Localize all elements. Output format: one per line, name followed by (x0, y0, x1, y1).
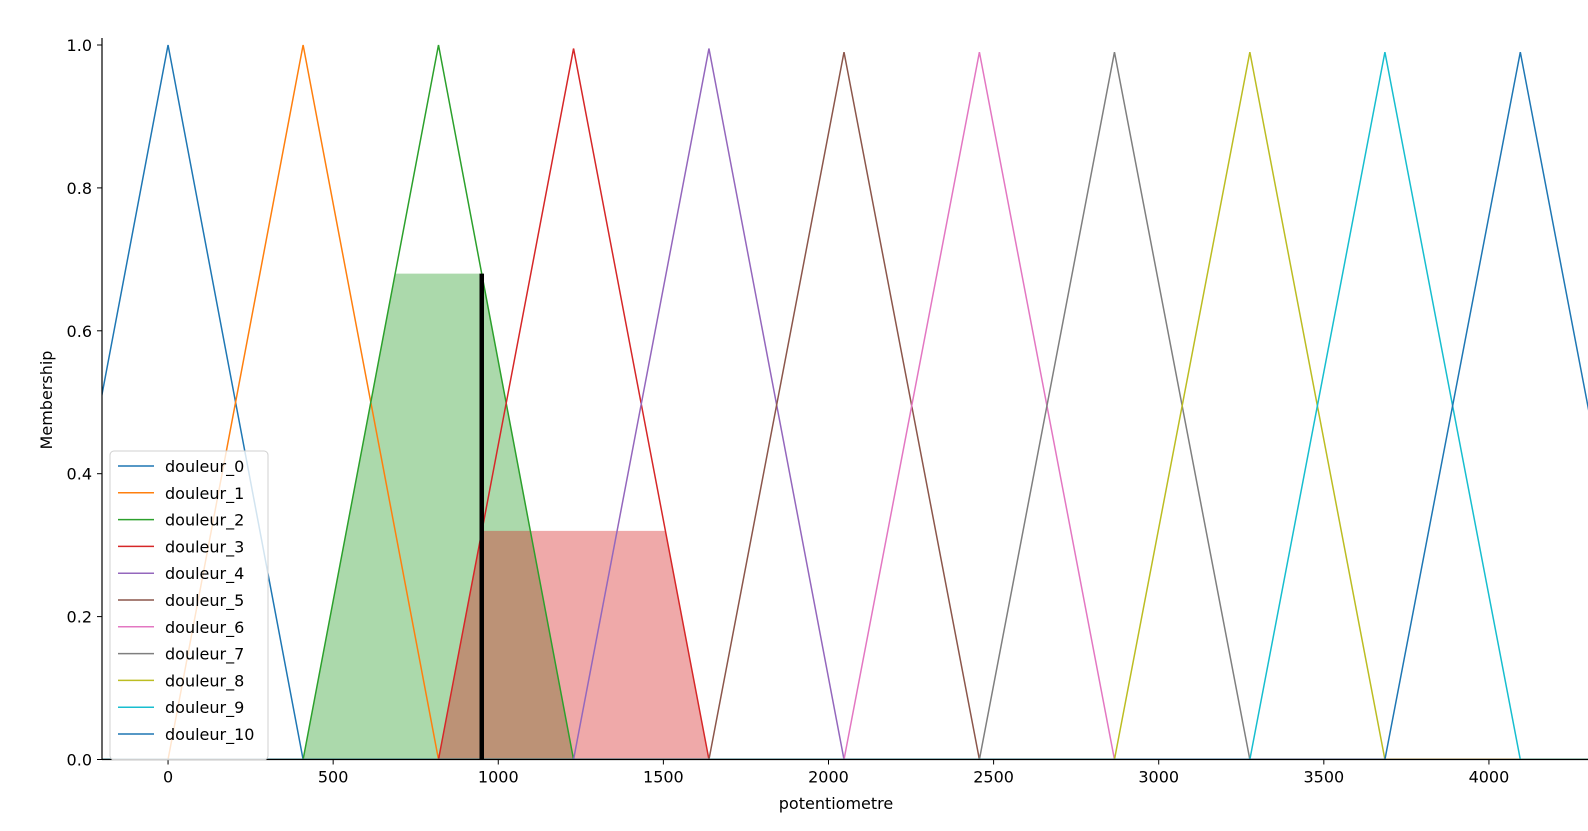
activation-fills (303, 273, 709, 760)
legend-label-douleur_9: douleur_9 (165, 698, 244, 718)
activation-fill-douleur_2 (303, 273, 574, 760)
legend-label-douleur_3: douleur_3 (165, 537, 244, 557)
y-tick-label: 0.8 (67, 179, 92, 198)
legend-label-douleur_1: douleur_1 (165, 484, 244, 504)
x-tick-label: 2000 (808, 768, 849, 787)
x-tick-label: 500 (318, 768, 349, 787)
legend-box (109, 450, 269, 761)
y-tick-label: 0.2 (67, 608, 92, 627)
legend-label-douleur_10: douleur_10 (165, 725, 254, 745)
x-tick-label: 1500 (643, 768, 684, 787)
legend-label-douleur_2: douleur_2 (165, 511, 244, 531)
y-tick-label: 1.0 (67, 36, 92, 55)
legend-label-douleur_0: douleur_0 (165, 457, 244, 477)
legend-label-douleur_7: douleur_7 (165, 645, 244, 665)
legend-label-douleur_6: douleur_6 (165, 618, 244, 638)
x-tick-label: 3000 (1138, 768, 1179, 787)
legend-label-douleur_4: douleur_4 (165, 564, 244, 584)
y-axis-label: Membership (37, 351, 56, 450)
y-ticks: 0.0 0.2 0.4 0.6 0.8 1.0 (67, 36, 102, 770)
legend-label-douleur_8: douleur_8 (165, 671, 244, 691)
x-tick-label: 3500 (1303, 768, 1344, 787)
x-tick-label: 0 (163, 768, 173, 787)
activation-fill-douleur_3 (438, 530, 709, 760)
y-tick-label: 0.6 (67, 322, 92, 341)
x-axis-label: potentiometre (779, 794, 893, 813)
x-tick-label: 2500 (973, 768, 1014, 787)
x-tick-label: 1000 (478, 768, 519, 787)
legend-label-douleur_5: douleur_5 (165, 591, 244, 611)
x-tick-label: 4000 (1469, 768, 1510, 787)
legend: douleur_0 douleur_1 douleur_2 douleur_3doul… (109, 450, 269, 761)
y-tick-label: 0.0 (67, 751, 92, 770)
x-ticks: 0 500 1000 1500 2000 2500 3000 3500 4000 (163, 759, 1510, 787)
y-tick-label: 0.4 (67, 465, 92, 484)
axes (101, 38, 1588, 761)
